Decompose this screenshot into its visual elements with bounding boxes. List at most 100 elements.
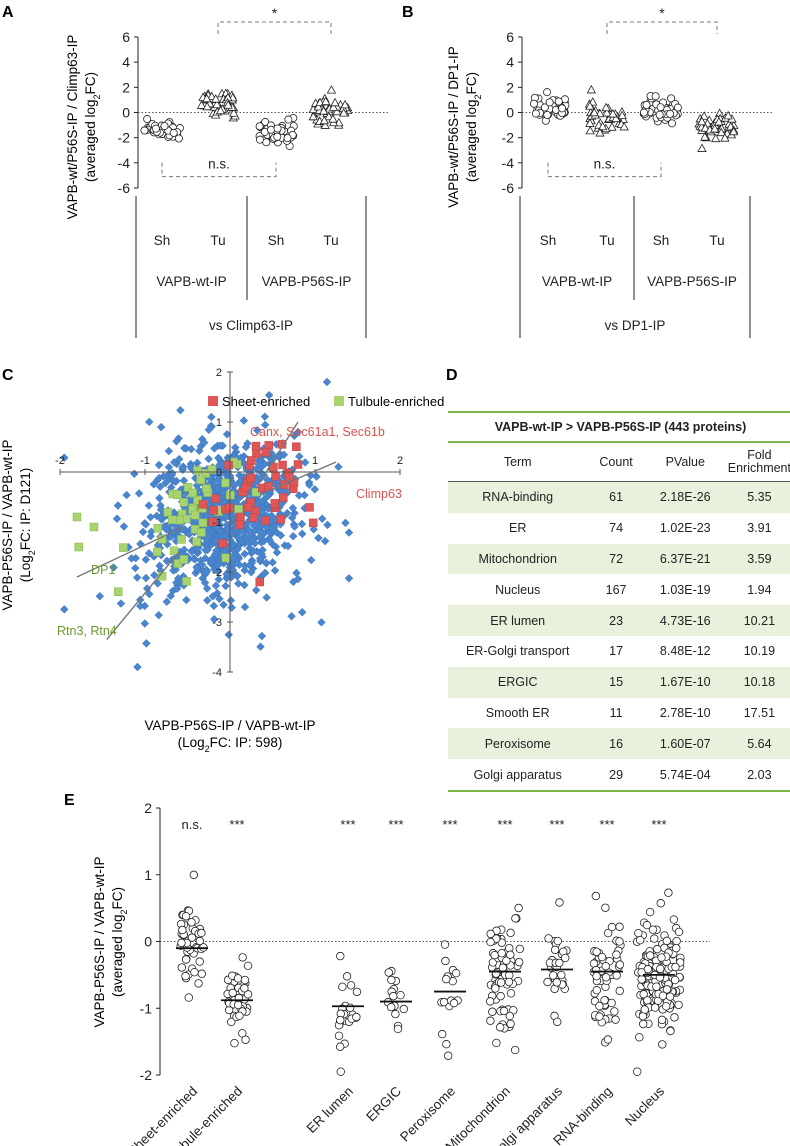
data-point <box>561 953 570 963</box>
cell-term: ER <box>509 521 527 536</box>
data-point <box>655 110 664 119</box>
data-point <box>273 124 282 133</box>
protein-point <box>156 422 166 432</box>
data-point <box>555 898 564 907</box>
protein-point <box>260 420 270 430</box>
tubule-enriched-point <box>196 475 205 485</box>
protein-point <box>292 568 301 578</box>
data-point <box>553 1017 562 1027</box>
panel-c-xlabel: VAPB-P56S-IP / VAPB-wt-IP <box>144 718 315 733</box>
protein-point <box>154 473 164 483</box>
protein-point <box>162 525 171 534</box>
data-point <box>438 1029 447 1039</box>
protein-point <box>228 479 237 488</box>
data-point <box>529 99 538 108</box>
data-point <box>178 925 187 935</box>
y-tick-label: -2 <box>140 1067 153 1083</box>
data-point <box>595 128 605 137</box>
protein-point <box>214 575 223 584</box>
data-point <box>313 101 324 111</box>
cell-pvalue: 8.48E-12 <box>659 644 711 659</box>
significance-label: *** <box>497 817 512 832</box>
data-point <box>555 958 564 968</box>
cell-fold: 2.03 <box>725 759 790 792</box>
data-point <box>656 103 665 112</box>
protein-point <box>297 519 307 529</box>
protein-point <box>213 475 223 484</box>
significance-label: *** <box>340 817 355 832</box>
protein-point <box>218 488 227 497</box>
protein-point <box>344 574 354 583</box>
panel-c-annotations: Canx, Sec61a1, Sec61b Climp63 DP1 Rtn3, Rtn… <box>57 421 402 640</box>
data-point <box>495 1023 505 1032</box>
panel-a-points <box>140 85 353 151</box>
data-point <box>330 97 340 107</box>
data-point <box>700 132 710 141</box>
data-point <box>255 122 264 131</box>
panel-b-significance: * n.s. <box>547 5 718 178</box>
data-point <box>633 1067 642 1076</box>
data-point <box>665 992 675 1001</box>
data-point <box>597 952 607 962</box>
tubule-enriched-point <box>207 465 217 474</box>
y-tick-label: -1 <box>212 517 222 529</box>
data-point <box>554 97 563 106</box>
protein-point <box>180 443 189 453</box>
panel-label-c: C <box>2 367 14 384</box>
y-tick-label: 6 <box>122 29 130 45</box>
protein-point <box>240 580 249 590</box>
protein-point <box>154 610 163 620</box>
data-point <box>662 985 672 994</box>
data-point <box>615 937 624 946</box>
data-point <box>661 1002 671 1011</box>
data-point <box>640 1005 649 1014</box>
tubule-enriched-point <box>197 528 206 537</box>
cell-term: ER lumen <box>448 605 588 636</box>
panel-a-ylabel2: (averaged log2FC) <box>83 72 102 182</box>
data-point <box>601 102 611 112</box>
protein-point <box>213 561 222 570</box>
cell-pvalue: 1.67E-10 <box>644 666 726 698</box>
category-label: ERGIC <box>363 1083 404 1124</box>
data-point <box>238 1029 247 1038</box>
data-point <box>639 1019 648 1029</box>
sheet-enriched-point <box>278 493 288 502</box>
table-title: VAPB-wt-IP > VAPB-P56S-IP (443 proteins) <box>448 411 790 443</box>
y-tick-label: -2 <box>502 130 515 146</box>
data-point <box>267 125 276 134</box>
data-point <box>648 925 658 934</box>
data-point <box>506 950 515 959</box>
data-point <box>389 991 398 1001</box>
data-point <box>658 991 668 1000</box>
data-point <box>667 94 676 103</box>
cell-count: 167 <box>605 582 627 597</box>
tubule-enriched-point <box>192 537 201 547</box>
data-point <box>498 963 508 972</box>
significance-bracket-top <box>217 21 332 34</box>
cell-count: 29 <box>587 759 645 792</box>
data-point <box>399 1004 408 1014</box>
protein-point <box>60 605 69 614</box>
protein-point <box>202 567 212 576</box>
data-point <box>169 128 178 137</box>
data-point <box>611 113 621 123</box>
data-point <box>319 115 329 125</box>
protein-point <box>228 553 238 563</box>
protein-point <box>140 619 150 628</box>
cell-term: Smooth ER <box>485 705 550 720</box>
data-point <box>666 1026 675 1036</box>
panel-c-xlabel2: (Log2FC: IP: 598) <box>178 735 283 754</box>
data-point <box>197 969 206 978</box>
data-point <box>261 117 270 126</box>
data-point <box>391 1009 400 1019</box>
data-point <box>604 928 613 938</box>
protein-point <box>295 452 304 461</box>
tubule-enriched-point <box>179 555 189 564</box>
table-row: ER lumen 23 4.73E-16 10.21 <box>448 605 790 636</box>
data-point <box>597 121 608 131</box>
protein-point <box>145 589 154 599</box>
protein-point <box>289 577 298 587</box>
protein-point <box>169 458 179 467</box>
group-label: VAPB-wt-IP <box>156 274 226 289</box>
data-point <box>602 108 612 117</box>
